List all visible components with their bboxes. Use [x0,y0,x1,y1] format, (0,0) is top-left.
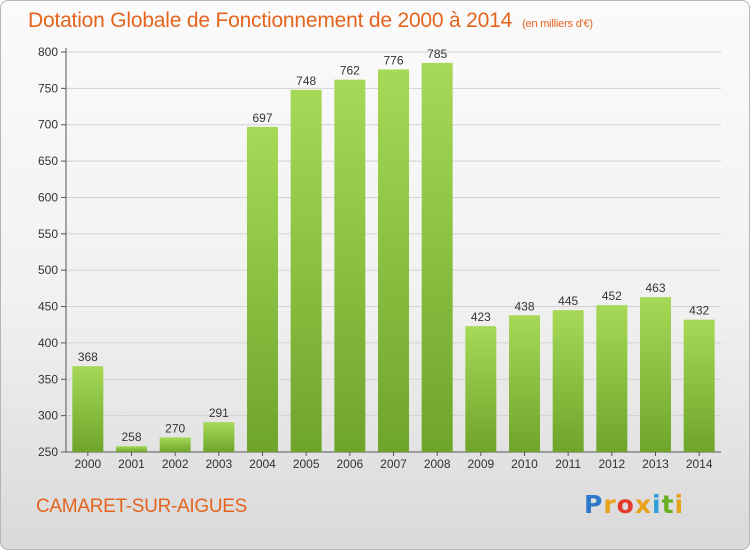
bar [290,89,322,453]
y-tick-label: 600 [38,190,58,204]
data-label: 258 [121,430,141,444]
logo-letter: r [603,490,617,519]
x-tick-label: 2003 [205,457,232,471]
x-tick-label: 2012 [598,457,625,471]
y-tick-label: 650 [38,154,58,168]
logo-letter: P [584,490,604,519]
bar [203,422,235,452]
data-label: 423 [471,310,491,324]
data-label: 270 [165,421,185,435]
title-text: Dotation Globale de Fonctionnement de 20… [28,9,513,32]
bar [640,297,671,452]
bar [72,366,104,452]
x-tick-label: 2000 [74,457,101,471]
y-tick-label: 300 [38,409,58,423]
y-tick-label: 400 [38,336,58,350]
y-tick-label: 800 [38,45,58,59]
x-tick-label: 2011 [555,457,581,471]
bar [334,79,366,453]
data-label: 368 [78,350,98,364]
y-tick-label: 450 [38,300,58,314]
bar [421,62,453,453]
data-label: 452 [602,289,622,303]
y-tick-label: 550 [38,227,58,241]
data-label: 445 [558,294,578,308]
unit-label: (en milliers d'€) [522,18,593,30]
data-label: 748 [296,74,316,88]
data-label: 432 [689,304,709,318]
x-tick-label: 2014 [686,457,713,471]
data-label: 762 [340,64,360,78]
logo-letter: i [674,490,685,519]
bar [378,69,409,453]
x-tick-label: 2009 [467,457,494,471]
bar [596,305,628,452]
bar [465,326,497,452]
logo-letter: x [634,490,652,519]
logo-letter: t [661,490,675,519]
chart-title: Dotation Globale de Fonctionnement de 20… [28,9,593,33]
y-tick-label: 500 [38,263,58,277]
y-tick-label: 250 [38,445,58,459]
x-tick-label: 2013 [642,457,669,471]
commune-name: CAMARET-SUR-AIGUES [36,496,248,517]
y-tick-label: 700 [38,118,58,132]
x-tick-label: 2007 [380,457,407,471]
data-label: 776 [383,53,403,67]
x-tick-label: 2006 [336,457,363,471]
x-tick-label: 2008 [424,457,451,471]
bar [247,126,278,452]
x-tick-label: 2001 [118,457,145,471]
data-label: 697 [252,111,272,125]
logo-letter: i [652,490,662,519]
logo-letter: o [616,490,635,519]
data-label: 463 [645,281,665,295]
bar [552,310,584,452]
y-tick-label: 350 [38,372,58,386]
proxiti-logo: Proxiti [584,490,684,519]
data-label: 438 [514,299,534,313]
bar [159,437,191,452]
bar [683,319,715,452]
x-tick-label: 2010 [511,457,538,471]
bar [509,315,540,452]
x-tick-label: 2004 [249,457,276,471]
data-label: 785 [427,47,447,61]
data-label: 291 [209,406,229,420]
y-tick-label: 750 [38,81,58,95]
bar [116,446,147,452]
x-tick-label: 2005 [293,457,320,471]
x-tick-label: 2002 [162,457,189,471]
